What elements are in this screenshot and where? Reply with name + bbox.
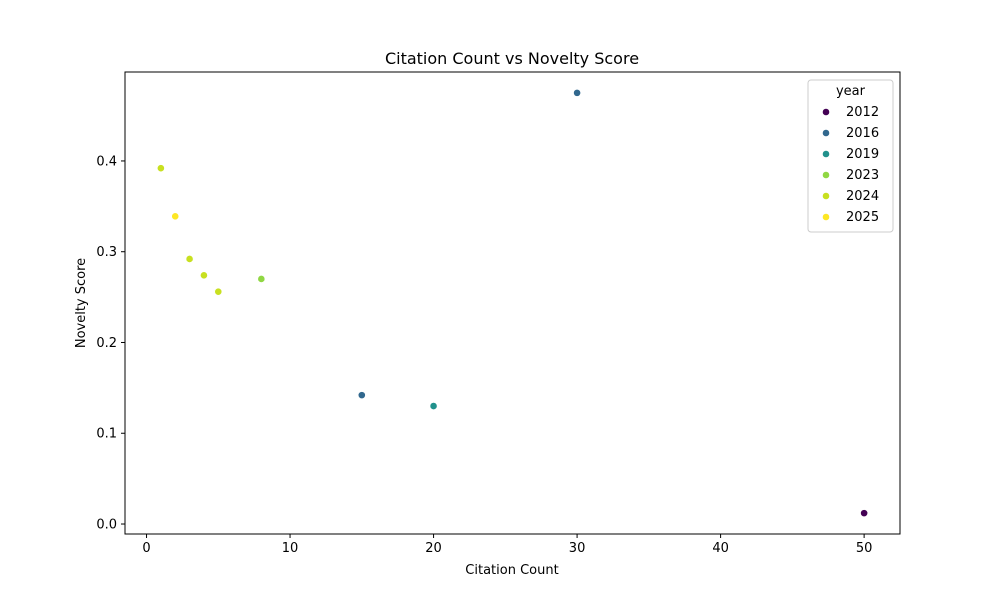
legend-label: 2024 (846, 189, 879, 204)
data-point (257, 275, 266, 283)
legend-label: 2019 (846, 147, 879, 162)
plot-area (124, 71, 901, 535)
x-tick-label: 10 (282, 541, 299, 556)
legend-marker (822, 192, 830, 200)
x-axis: 0 10 20 30 40 50 (142, 534, 872, 556)
x-axis-label: Citation Count (465, 563, 558, 578)
data-point (171, 212, 180, 221)
legend-marker (822, 108, 830, 116)
legend-marker (822, 213, 830, 221)
x-tick-label: 50 (856, 541, 873, 556)
legend: year 2012 2016 2019 2023 2024 2025 (807, 79, 894, 233)
y-tick-label: 0.3 (96, 245, 117, 260)
legend-marker (822, 171, 830, 179)
y-tick-label: 0.1 (96, 427, 117, 442)
data-point (573, 88, 581, 97)
y-tick-label: 0.4 (96, 154, 117, 169)
legend-title: year (836, 84, 866, 99)
data-point (860, 509, 869, 518)
data-point (357, 391, 366, 400)
x-tick-label: 30 (569, 541, 586, 556)
x-tick-label: 0 (142, 541, 150, 556)
legend-marker (822, 129, 830, 137)
x-tick-label: 20 (425, 541, 442, 556)
legend-label: 2016 (846, 126, 879, 141)
data-point (214, 287, 223, 296)
chart-title: Citation Count vs Novelty Score (385, 49, 639, 68)
y-tick-label: 0.0 (96, 518, 117, 533)
x-tick-label: 40 (712, 541, 729, 556)
plot-frame (124, 71, 901, 535)
data-point (185, 255, 194, 263)
legend-label: 2012 (846, 105, 879, 120)
y-axis: 0.0 0.1 0.2 0.3 0.4 (96, 154, 125, 533)
data-point (200, 271, 208, 280)
data-point (156, 164, 165, 173)
legend-label: 2025 (846, 210, 879, 225)
legend-marker (822, 150, 830, 158)
data-point (429, 402, 438, 410)
y-tick-label: 0.2 (96, 336, 117, 351)
legend-label: 2023 (846, 168, 879, 183)
y-axis-label: Novelty Score (74, 258, 89, 348)
